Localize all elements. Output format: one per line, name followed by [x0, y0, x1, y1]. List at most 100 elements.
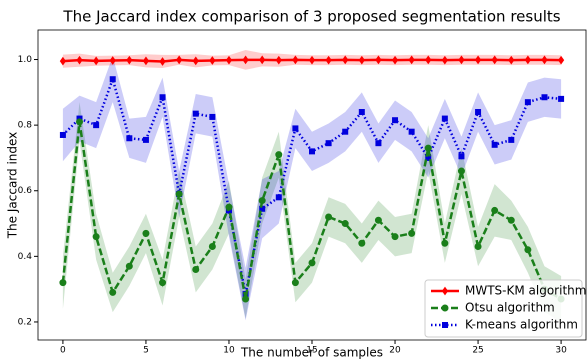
data-point [458, 153, 465, 160]
data-point [441, 239, 449, 247]
data-point [259, 55, 266, 65]
data-point [558, 95, 565, 102]
data-point [159, 279, 167, 287]
data-point [342, 128, 349, 135]
data-point [458, 55, 465, 65]
data-point [275, 151, 283, 159]
x-tick-label: 0 [60, 346, 66, 356]
data-point [175, 190, 183, 198]
data-point [391, 55, 399, 65]
x-axis-label: The number of samples [240, 346, 383, 360]
data-point [309, 148, 315, 155]
y-tick-label: 1.0 [18, 55, 33, 65]
data-point [59, 279, 67, 287]
data-point [358, 55, 365, 65]
data-point [408, 128, 415, 135]
data-point [342, 55, 349, 65]
data-point [192, 265, 200, 273]
data-point [358, 239, 366, 247]
x-tick-label: 30 [555, 346, 567, 356]
plot-frame [37, 29, 587, 341]
data-point [374, 216, 382, 224]
data-point [308, 55, 316, 65]
chart-title: The Jaccard index comparison of 3 propos… [62, 8, 560, 26]
data-point [225, 55, 233, 65]
data-point [109, 288, 117, 296]
error-band [62, 102, 562, 322]
data-point [325, 213, 333, 221]
error-band [62, 56, 562, 321]
data-point [142, 136, 149, 143]
data-point [491, 55, 498, 65]
x-tick-label: 25 [472, 346, 483, 356]
data-point [508, 136, 515, 143]
legend-box [424, 279, 583, 338]
data-point [557, 55, 565, 65]
data-point [192, 56, 199, 66]
data-point [408, 55, 415, 65]
data-point [92, 233, 100, 241]
data-point [126, 135, 133, 142]
data-point [457, 167, 465, 175]
x-tick-label: 20 [389, 346, 401, 356]
data-point [292, 125, 299, 132]
data-point [507, 216, 515, 224]
data-point [541, 94, 548, 101]
data-point [126, 55, 133, 65]
data-point [524, 246, 532, 254]
data-point [109, 76, 116, 83]
data-point [125, 262, 133, 270]
legend-marker [442, 322, 448, 328]
data-point [425, 55, 432, 65]
data-point [192, 110, 199, 117]
data-point [76, 55, 83, 65]
data-point [291, 279, 299, 287]
data-point [425, 154, 432, 161]
data-point [59, 131, 66, 138]
data-point [225, 203, 233, 211]
y-tick-label: 0.6 [18, 186, 33, 196]
y-tick-label: 0.2 [18, 317, 32, 327]
data-point [59, 56, 67, 66]
data-point [93, 56, 100, 66]
data-point [475, 109, 482, 116]
data-point [208, 243, 216, 251]
data-point [441, 115, 448, 122]
data-point [392, 117, 399, 124]
data-point [109, 56, 116, 65]
legend-marker [441, 286, 449, 296]
data-point [491, 141, 498, 148]
data-point [308, 259, 316, 267]
legend-label: K-means algorithm [465, 318, 578, 332]
data-point [209, 56, 216, 65]
data-point [474, 55, 482, 65]
y-axis-label: The Jaccard index [6, 132, 20, 240]
data-point [242, 55, 249, 65]
data-point [159, 57, 166, 66]
legend-label: Otsu algorithm [465, 301, 555, 315]
data-point [209, 113, 216, 120]
data-point [491, 206, 499, 214]
data-point [325, 55, 332, 65]
data-point [142, 229, 150, 237]
legend-label: MWTS-KM algorithm [465, 284, 586, 298]
data-point [524, 55, 531, 65]
data-point [375, 55, 382, 65]
data-point [242, 295, 250, 303]
data-point [424, 144, 432, 152]
data-point [375, 140, 382, 147]
data-point [541, 55, 548, 65]
data-point [159, 94, 166, 101]
data-point [176, 55, 183, 65]
data-point [524, 99, 531, 106]
data-point [391, 233, 399, 241]
data-point [441, 55, 448, 65]
data-point [93, 122, 100, 129]
data-point [325, 140, 332, 147]
legend-marker [441, 304, 449, 312]
x-tick-label: 15 [306, 346, 317, 356]
data-point [142, 56, 150, 66]
data-point [341, 220, 349, 228]
data-point [358, 109, 365, 116]
